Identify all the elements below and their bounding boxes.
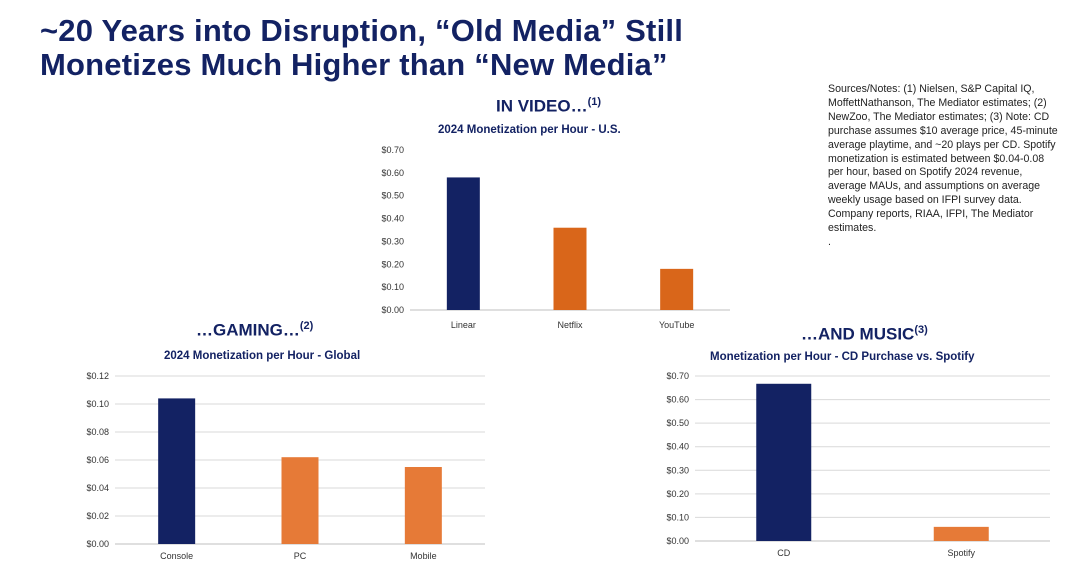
y-tick-label: $0.04 — [86, 483, 109, 493]
sources-notes: Sources/Notes: (1) Nielsen, S&P Capital … — [828, 83, 1060, 250]
y-tick-label: $0.50 — [666, 418, 689, 428]
x-category-label: PC — [294, 551, 307, 561]
y-tick-label: $0.10 — [86, 399, 109, 409]
y-tick-label: $0.40 — [666, 442, 689, 452]
section-heading-gaming: …GAMING…(2) — [196, 320, 313, 341]
chart-title-music: Monetization per Hour - CD Purchase vs. … — [710, 351, 975, 363]
section-heading-music-note: (3) — [914, 324, 928, 336]
bar-mobile — [404, 467, 442, 544]
x-category-label: Mobile — [410, 551, 437, 561]
section-heading-video: IN VIDEO…(1) — [496, 96, 601, 117]
section-heading-music-label: …AND MUSIC — [801, 324, 915, 344]
sources-notes-text: Sources/Notes: (1) Nielsen, S&P Capital … — [828, 83, 1058, 235]
y-tick-label: $0.12 — [86, 371, 109, 381]
y-tick-label: $0.60 — [666, 395, 689, 405]
bar-youtube — [660, 268, 694, 310]
section-heading-gaming-note: (2) — [299, 320, 314, 332]
y-tick-label: $0.30 — [381, 236, 404, 246]
sources-notes-trailing: . — [828, 235, 831, 248]
x-category-label: YouTube — [659, 320, 694, 330]
x-category-label: Linear — [451, 320, 476, 330]
y-tick-label: $0.10 — [381, 282, 404, 292]
y-tick-label: $0.00 — [381, 305, 404, 315]
slide-title: ~20 Years into Disruption, “Old Media” S… — [40, 14, 800, 82]
chart-video: $0.00 $0.10 $0.20 $0.30 $0.40 $0.50 $0.60 $0.70… — [381, 145, 730, 330]
section-heading-gaming-label: …GAMING… — [196, 320, 300, 340]
y-tick-label: $0.06 — [86, 455, 109, 465]
x-category-label: Spotify — [947, 548, 975, 558]
y-tick-label: $0.08 — [86, 427, 109, 437]
y-tick-label: $0.70 — [381, 145, 404, 155]
x-category-label: Console — [160, 551, 193, 561]
slide-title-line1: ~20 Years into Disruption, “Old Media” S… — [40, 13, 684, 48]
slide-title-line2: Monetizes Much Higher than “New Media” — [40, 47, 668, 82]
y-tick-label: $0.02 — [86, 511, 109, 521]
chart-title-video: 2024 Monetization per Hour - U.S. — [438, 124, 621, 136]
section-heading-video-note: (1) — [587, 96, 602, 108]
chart-gaming: $0.00 $0.02 $0.04 $0.06 $0.08 $0.10 $0.12 Conso… — [86, 371, 485, 561]
x-category-label: CD — [777, 548, 790, 558]
x-category-label: Netflix — [557, 320, 583, 330]
section-heading-video-label: IN VIDEO… — [496, 96, 588, 116]
y-tick-label: $0.20 — [381, 259, 404, 269]
bar-cd — [756, 383, 812, 541]
bar-pc — [281, 457, 319, 544]
y-tick-label: $0.50 — [381, 191, 404, 201]
chart-title-gaming: 2024 Monetization per Hour - Global — [164, 350, 361, 362]
y-tick-label: $0.40 — [381, 214, 404, 224]
y-tick-label: $0.60 — [381, 168, 404, 178]
section-heading-music: …AND MUSIC(3) — [801, 324, 928, 345]
bar-netflix — [553, 227, 587, 310]
y-tick-label: $0.10 — [666, 512, 689, 522]
bar-linear — [446, 177, 480, 310]
chart-music: $0.00 $0.10 $0.20 $0.30 $0.40 $0.50 $0.60 $0.70… — [666, 371, 1050, 558]
y-tick-label: $0.00 — [666, 536, 689, 546]
y-tick-label: $0.00 — [86, 539, 109, 549]
y-tick-label: $0.20 — [666, 489, 689, 499]
y-tick-label: $0.30 — [666, 465, 689, 475]
y-tick-label: $0.70 — [666, 371, 689, 381]
bar-spotify — [933, 526, 989, 541]
bar-console — [158, 398, 196, 544]
